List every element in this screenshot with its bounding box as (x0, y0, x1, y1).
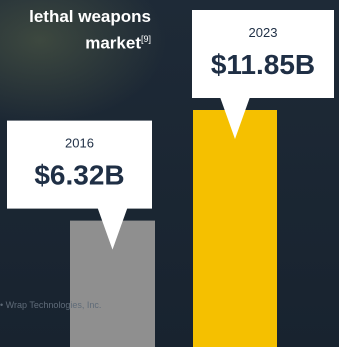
value-label-2023: $11.85B (211, 49, 315, 80)
value-label-2016: $6.32B (34, 160, 124, 191)
title-line-2: market[9] (29, 28, 151, 55)
chart-title: lethal weapons market[9] (29, 6, 151, 55)
title-reference: [9] (140, 34, 151, 44)
source-credit: • Wrap Technologies, Inc. (0, 300, 102, 310)
bar-2023 (193, 110, 277, 347)
category-label-2016: 2016 (65, 136, 94, 151)
callout-box-2016 (7, 120, 152, 209)
callout-pointer-2023 (220, 97, 250, 139)
title-line-2-text: market (85, 33, 141, 53)
callout-box-2023 (192, 10, 334, 98)
callout-pointer-2016 (97, 207, 128, 250)
title-line-1: lethal weapons (29, 7, 151, 26)
category-label-2023: 2023 (249, 25, 278, 40)
